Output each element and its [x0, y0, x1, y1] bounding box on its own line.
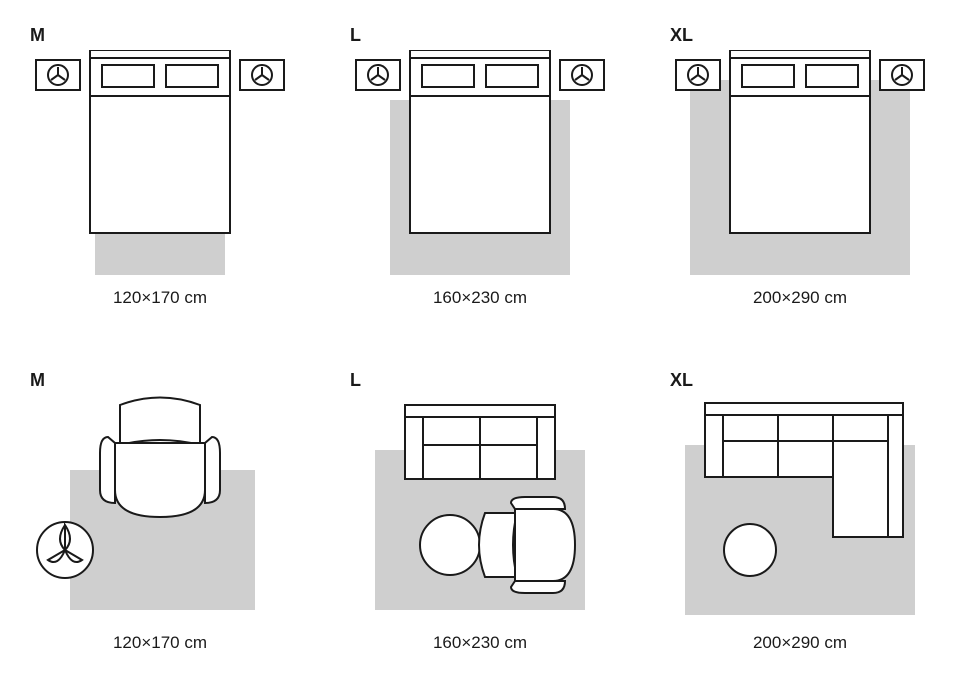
diagram-bed-m	[30, 50, 290, 280]
caption: 120×170 cm	[113, 633, 207, 653]
size-label: M	[30, 370, 45, 391]
cell-bed-xl: XL	[640, 0, 960, 345]
diagram-liv-m	[30, 395, 290, 625]
caption: 160×230 cm	[433, 633, 527, 653]
caption: 160×230 cm	[433, 288, 527, 308]
cell-bed-l: L	[320, 0, 640, 345]
size-label: XL	[670, 25, 693, 46]
diagram-bed-l	[350, 50, 610, 280]
cell-liv-m: M	[0, 345, 320, 690]
size-label: XL	[670, 370, 693, 391]
size-label: L	[350, 25, 361, 46]
caption: 120×170 cm	[113, 288, 207, 308]
size-label: M	[30, 25, 45, 46]
diagram-liv-l	[350, 395, 610, 625]
size-label: L	[350, 370, 361, 391]
caption: 200×290 cm	[753, 288, 847, 308]
cell-liv-l: L	[320, 345, 640, 690]
cell-liv-xl: XL	[640, 345, 960, 690]
rug-size-guide-grid: M	[0, 0, 960, 690]
diagram-liv-xl	[670, 395, 930, 625]
caption: 200×290 cm	[753, 633, 847, 653]
diagram-bed-xl	[670, 50, 930, 280]
cell-bed-m: M	[0, 0, 320, 345]
